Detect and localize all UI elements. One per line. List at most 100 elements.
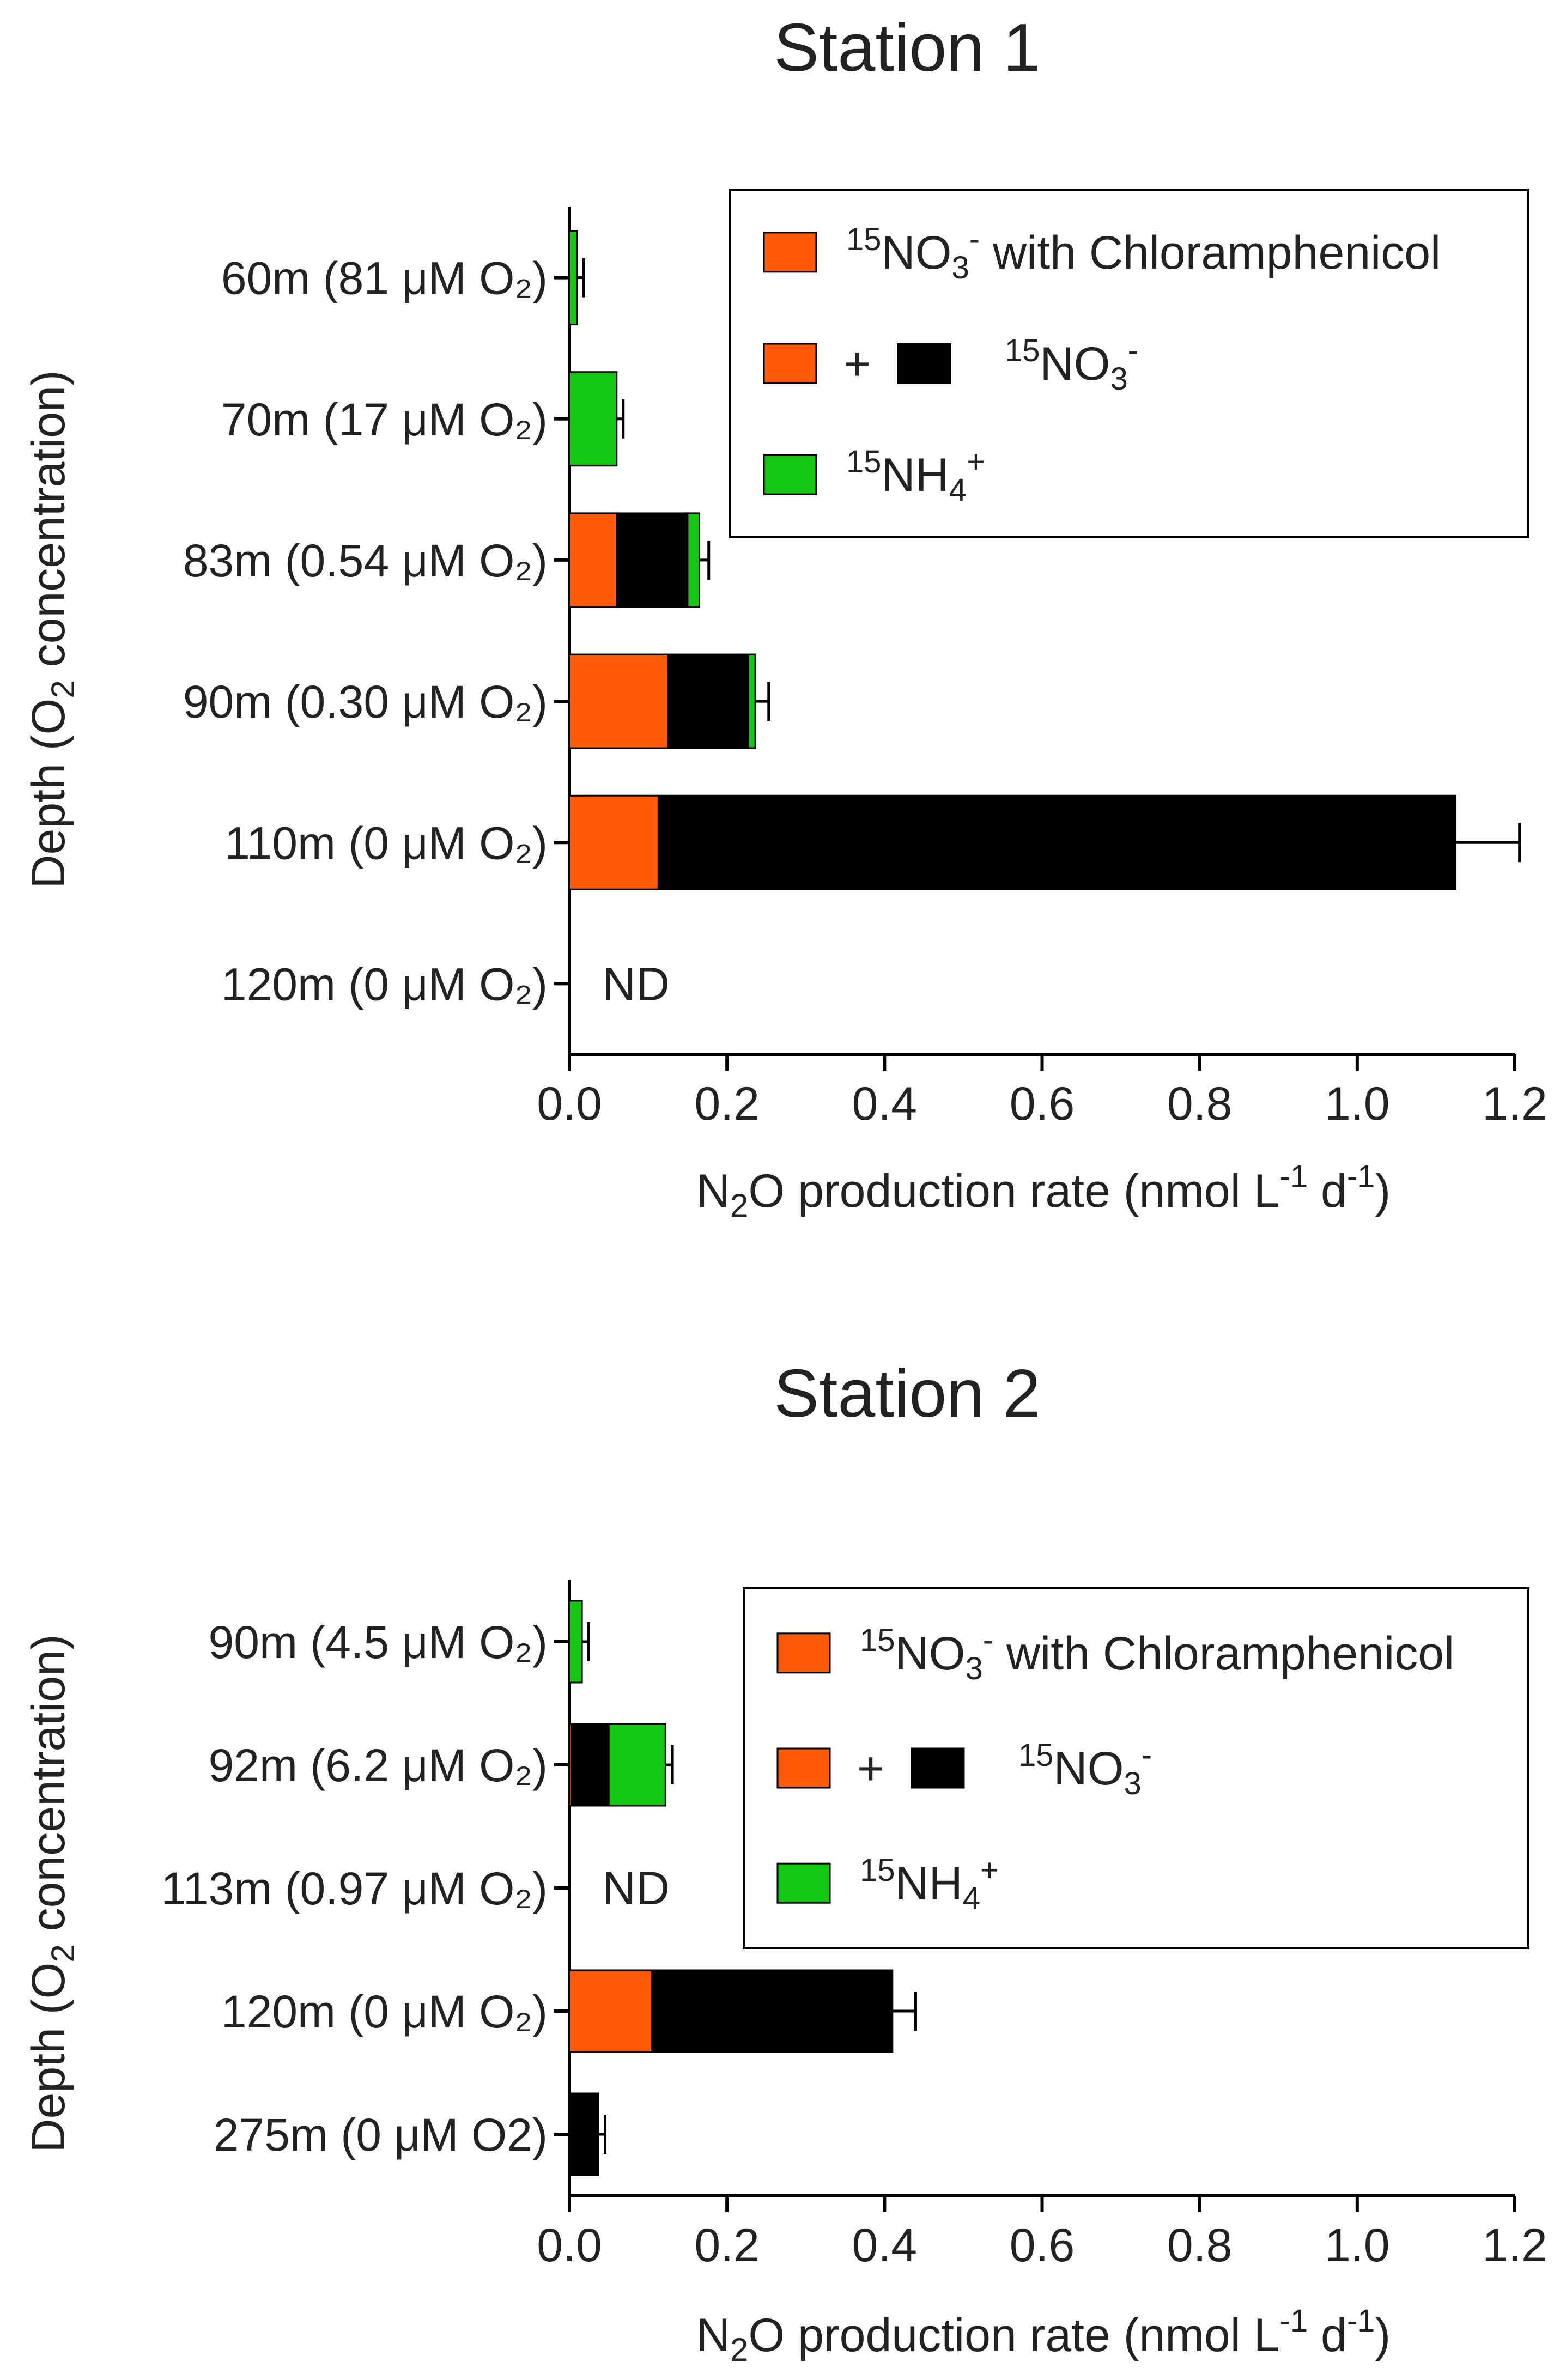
category-label: 113m (0.97 μM O₂) <box>161 1863 548 1914</box>
bar-segment <box>568 230 578 326</box>
legend-label-tail: with Chloramphenicol <box>980 227 1441 279</box>
legend-isotope-sup: 15 <box>860 1623 895 1658</box>
bar-segment <box>657 794 1457 890</box>
y-axis-label: Depth (O2 concentration) <box>22 370 81 888</box>
bar-segment <box>568 371 618 467</box>
bar-segment <box>568 794 659 890</box>
not-detected-label: ND <box>602 958 670 1010</box>
category-label: 120m (0 μM O₂) <box>221 958 548 1010</box>
legend-formula: NO <box>882 227 952 279</box>
legend-swatch-chloramphenicol-stack <box>776 1747 831 1789</box>
legend-formula: NO <box>1054 1742 1124 1795</box>
x-axis-label-part: ) <box>1375 1165 1391 1217</box>
bar-segment <box>747 653 756 749</box>
legend-formula-sub: 4 <box>949 472 967 508</box>
x-tick-label: 0.0 <box>537 2219 602 2272</box>
x-tick-label: 0.8 <box>1167 1078 1233 1130</box>
legend-swatch-no3 <box>911 1747 965 1789</box>
bar-segment <box>568 1969 653 2053</box>
legend: 15NO3- with Chloramphenicol+ 15NO3-15NH4+ <box>729 189 1529 538</box>
category-label: 83m (0.54 μM O₂) <box>183 535 548 586</box>
legend-charge: - <box>1142 1738 1152 1773</box>
chart-title: Station 1 <box>774 10 1040 86</box>
x-axis-label-part: O production rate (nmol L <box>748 2309 1279 2361</box>
legend-swatch-nh4 <box>763 454 817 495</box>
x-axis-label-superscript: -1 <box>1280 2303 1308 2339</box>
category-label: 90m (4.5 μM O₂) <box>209 1617 548 1668</box>
bar-segment <box>687 512 701 608</box>
chart-title: Station 2 <box>774 1356 1040 1431</box>
bar-segment <box>651 1969 894 2053</box>
legend-label-chloramphenicol: 15NO3- with Chloramphenicol <box>860 1623 1454 1686</box>
legend-formula-sub: 3 <box>966 1651 983 1686</box>
x-tick-label: 0.0 <box>537 1078 602 1130</box>
legend-swatch-chloramphenicol <box>763 232 817 273</box>
bar-segment <box>568 512 618 608</box>
bar-segment <box>568 2092 599 2176</box>
legend-formula: NH <box>895 1857 963 1910</box>
bar-segment <box>616 512 689 608</box>
legend-swatch-nh4 <box>776 1862 831 1904</box>
x-axis-label-part: d <box>1308 1165 1347 1217</box>
y-axis-label-subscript: 2 <box>45 1944 81 1962</box>
legend-charge: + <box>967 444 985 479</box>
y-axis-label-part: concentration) <box>22 370 75 680</box>
x-tick-label: 0.4 <box>852 2219 918 2272</box>
category-label: 275m (0 μM O2) <box>214 2109 548 2160</box>
y-axis-label-part: Depth (O <box>22 1963 75 2153</box>
x-axis-label-part: N <box>696 1165 730 1217</box>
category-label: 110m (0 μM O₂) <box>224 817 548 869</box>
x-axis-label-superscript: -1 <box>1347 2303 1375 2339</box>
x-tick-label: 1.2 <box>1482 2219 1547 2272</box>
x-tick-label: 1.0 <box>1325 1078 1390 1130</box>
y-axis-label: Depth (O2 concentration) <box>22 1634 81 2152</box>
legend-formula: NO <box>895 1628 966 1680</box>
legend-box <box>729 189 1529 538</box>
legend-isotope-sup: 15 <box>1018 1738 1054 1773</box>
x-axis-label-part: d <box>1308 2309 1347 2361</box>
legend-formula-sub: 3 <box>1124 1766 1142 1801</box>
x-axis-label-part: O production rate (nmol L <box>748 1165 1279 1217</box>
legend-isotope-sup: 15 <box>860 1853 895 1888</box>
y-axis-label-subscript: 2 <box>45 680 81 698</box>
not-detected-label: ND <box>602 1862 670 1915</box>
legend-label-no3: 15NO3- <box>1018 1738 1152 1801</box>
legend-swatch-chloramphenicol-stack <box>763 343 817 384</box>
bar-segment <box>570 1723 610 1807</box>
legend-isotope-sup: 15 <box>846 222 882 257</box>
x-axis-label-part: ) <box>1375 2309 1391 2361</box>
legend-label-nh4: 15NH4+ <box>860 1853 999 1916</box>
x-tick-label: 0.2 <box>694 1078 760 1130</box>
x-axis-label-part: N <box>696 2309 730 2361</box>
x-axis-label-superscript: -1 <box>1347 1159 1375 1194</box>
legend-box <box>743 1587 1529 1949</box>
y-axis-label-part: Depth (O <box>22 699 75 889</box>
x-tick-label: 0.6 <box>1010 2219 1075 2272</box>
bar-segment <box>667 653 749 749</box>
legend-formula-sub: 4 <box>963 1881 980 1916</box>
legend-swatch-no3 <box>897 343 951 384</box>
x-axis-label: N2O production rate (nmol L-1 d-1) <box>696 2303 1391 2368</box>
x-axis-label: N2O production rate (nmol L-1 d-1) <box>696 1159 1391 1224</box>
legend-formula-sub: 3 <box>1110 361 1128 397</box>
legend-formula: NO <box>1040 338 1110 390</box>
legend-formula: NH <box>882 449 949 501</box>
x-tick-label: 1.0 <box>1325 2219 1390 2272</box>
bar-segment <box>608 1723 666 1807</box>
legend-formula-sub: 3 <box>952 250 969 286</box>
x-tick-label: 0.4 <box>852 1078 918 1130</box>
legend-isotope-sup: 15 <box>846 444 882 479</box>
x-axis-label-subscript: 2 <box>730 2332 748 2368</box>
legend-charge: - <box>1128 333 1138 368</box>
category-label: 60m (81 μM O₂) <box>221 253 548 304</box>
bar-segment <box>568 1600 583 1684</box>
legend-label-chloramphenicol: 15NO3- with Chloramphenicol <box>846 222 1441 286</box>
legend-plus-sign: + <box>843 338 871 390</box>
x-axis-label-subscript: 2 <box>730 1187 748 1224</box>
legend-isotope-sup: 15 <box>1005 333 1040 368</box>
legend-label-nh4: 15NH4+ <box>846 444 985 508</box>
x-axis-label-superscript: -1 <box>1280 1159 1308 1194</box>
